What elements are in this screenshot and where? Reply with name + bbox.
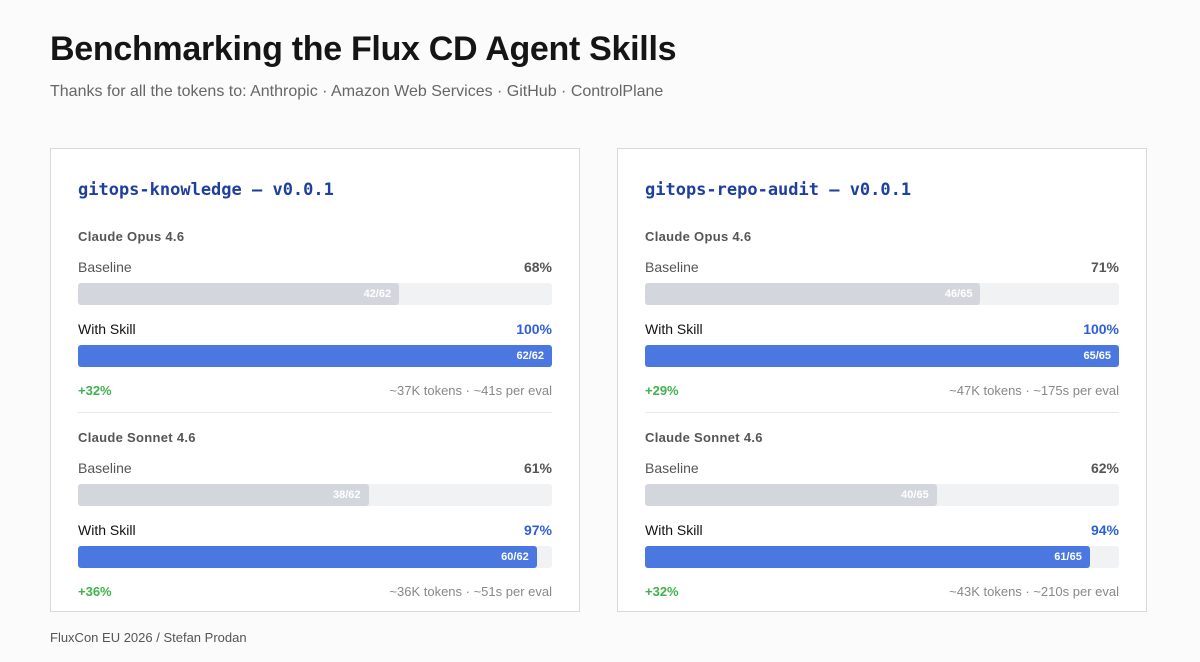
baseline-bar: 46/65 xyxy=(645,283,981,305)
card-title: gitops-repo-audit – v0.0.1 xyxy=(645,180,912,200)
eval-stats: ~47K tokens · ~175s per eval xyxy=(949,383,1119,398)
skill-row: With Skill 94% xyxy=(645,521,1119,539)
skill-bar-track: 62/62 xyxy=(78,345,552,367)
model-name: Claude Sonnet 4.6 xyxy=(78,430,196,445)
footer-credit: FluxCon EU 2026 / Stefan Prodan xyxy=(50,630,247,645)
skill-bar: 65/65 xyxy=(645,345,1119,367)
delta-badge: +32% xyxy=(645,584,679,599)
card-title: gitops-knowledge – v0.0.1 xyxy=(78,180,334,200)
baseline-row: Baseline 71% xyxy=(645,258,1119,276)
eval-stats: ~37K tokens · ~41s per eval xyxy=(389,383,552,398)
result-row: +36% ~36K tokens · ~51s per eval xyxy=(78,583,552,601)
baseline-bar-track: 42/62 xyxy=(78,283,552,305)
skill-row: With Skill 100% xyxy=(78,320,552,338)
model-section-opus: Claude Opus 4.6 Baseline 71% 46/65 With … xyxy=(645,228,1119,400)
baseline-label: Baseline xyxy=(78,259,132,275)
page-title: Benchmarking the Flux CD Agent Skills xyxy=(50,30,677,68)
baseline-percent: 62% xyxy=(1090,460,1119,476)
skill-label: With Skill xyxy=(645,522,703,538)
baseline-bar: 40/65 xyxy=(645,484,937,506)
baseline-bar-track: 38/62 xyxy=(78,484,552,506)
baseline-label: Baseline xyxy=(78,460,132,476)
baseline-percent: 68% xyxy=(523,259,552,275)
skill-percent: 100% xyxy=(516,321,552,337)
baseline-row: Baseline 68% xyxy=(78,258,552,276)
baseline-bar-track: 46/65 xyxy=(645,283,1119,305)
skill-percent: 100% xyxy=(1083,321,1119,337)
delta-badge: +36% xyxy=(78,584,112,599)
baseline-row: Baseline 61% xyxy=(78,459,552,477)
skill-label: With Skill xyxy=(78,522,136,538)
baseline-label: Baseline xyxy=(645,460,699,476)
result-row: +32% ~37K tokens · ~41s per eval xyxy=(78,382,552,400)
skill-bar-track: 61/65 xyxy=(645,546,1119,568)
skill-bar: 61/65 xyxy=(645,546,1090,568)
skill-bar: 62/62 xyxy=(78,345,552,367)
eval-stats: ~43K tokens · ~210s per eval xyxy=(949,584,1119,599)
page-subtitle: Thanks for all the tokens to: Anthropic … xyxy=(50,83,664,100)
model-name: Claude Opus 4.6 xyxy=(78,229,185,244)
model-name: Claude Sonnet 4.6 xyxy=(645,430,763,445)
skill-row: With Skill 97% xyxy=(78,521,552,539)
baseline-bar: 38/62 xyxy=(78,484,369,506)
skill-bar: 60/62 xyxy=(78,546,537,568)
result-row: +32% ~43K tokens · ~210s per eval xyxy=(645,583,1119,601)
model-section-opus: Claude Opus 4.6 Baseline 68% 42/62 With … xyxy=(78,228,552,400)
skill-label: With Skill xyxy=(78,321,136,337)
skill-percent: 97% xyxy=(523,522,552,538)
baseline-row: Baseline 62% xyxy=(645,459,1119,477)
model-name: Claude Opus 4.6 xyxy=(645,229,752,244)
skill-row: With Skill 100% xyxy=(645,320,1119,338)
skill-card-gitops-repo-audit: gitops-repo-audit – v0.0.1 Claude Opus 4… xyxy=(617,148,1147,612)
baseline-bar-track: 40/65 xyxy=(645,484,1119,506)
skill-bar-track: 65/65 xyxy=(645,345,1119,367)
delta-badge: +32% xyxy=(78,383,112,398)
delta-badge: +29% xyxy=(645,383,679,398)
baseline-percent: 71% xyxy=(1090,259,1119,275)
eval-stats: ~36K tokens · ~51s per eval xyxy=(389,584,552,599)
baseline-label: Baseline xyxy=(645,259,699,275)
model-section-sonnet: Claude Sonnet 4.6 Baseline 61% 38/62 Wit… xyxy=(78,412,552,601)
result-row: +29% ~47K tokens · ~175s per eval xyxy=(645,382,1119,400)
skill-bar-track: 60/62 xyxy=(78,546,552,568)
baseline-percent: 61% xyxy=(523,460,552,476)
skill-percent: 94% xyxy=(1090,522,1119,538)
model-section-sonnet: Claude Sonnet 4.6 Baseline 62% 40/65 Wit… xyxy=(645,412,1119,601)
skill-card-gitops-knowledge: gitops-knowledge – v0.0.1 Claude Opus 4.… xyxy=(50,148,580,612)
skill-label: With Skill xyxy=(645,321,703,337)
baseline-bar: 42/62 xyxy=(78,283,400,305)
